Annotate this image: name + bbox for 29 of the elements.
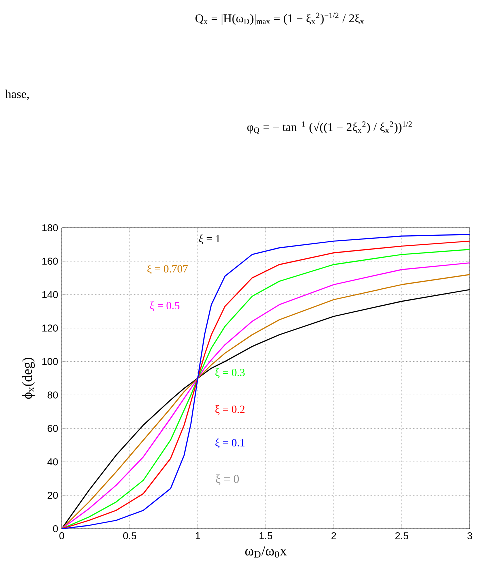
text: ξ = 0.5: [150, 302, 180, 312]
y-tick-label: 80: [48, 392, 58, 399]
text: hase,: [6, 90, 29, 100]
text: ξ = 0.2: [216, 405, 245, 416]
text: φ$_{Q}$ = − tan$^{−1}$ (√((1 − 2ξ$_{x}$$^{2}$) / ξ$_{x}$$^{2}$))$^{1/2}$: [248, 122, 412, 134]
y-tick-label: 40: [48, 458, 58, 466]
y-tick-label: 20: [48, 492, 58, 500]
x-tick-label: 0.5: [123, 532, 137, 540]
y-tick-label: 120: [42, 324, 58, 332]
annotation: ξ = 0: [216, 474, 240, 486]
text: Q$_{x}$ = |H(ω$_{D}$)|$_{max}$ = (1 − ξ$_{x}$$^{2}$)$^{−1/2}$ / 2ξ$_{x}$: [196, 12, 364, 26]
x-tick-label: 0: [60, 532, 64, 540]
text: ξ = 0.707: [148, 265, 188, 275]
y-tick-label: 100: [42, 358, 58, 366]
x-axis-title: ω$_{D}$/ω$_{0}$x: [245, 546, 287, 558]
x-tick-label: 3: [468, 532, 472, 540]
x-tick-label: 2: [332, 532, 336, 540]
series-label: ξ = 0.3: [216, 368, 245, 378]
y-axis-title: ϕ$_{x}$(deg): [22, 358, 36, 400]
y-tick-label: 140: [42, 291, 58, 298]
y-tick-label: 60: [48, 425, 58, 432]
y-tick-label: 0: [53, 525, 58, 533]
x-tick-label: 1.5: [260, 532, 273, 540]
y-tick-label: 180: [42, 224, 58, 232]
y-tick-label: 160: [42, 258, 58, 265]
x-tick-label: 2.5: [396, 532, 409, 540]
x-tick-label: 1: [196, 532, 200, 540]
text: ξ = 1: [199, 234, 220, 244]
text: ξ = 0.1: [216, 438, 245, 449]
